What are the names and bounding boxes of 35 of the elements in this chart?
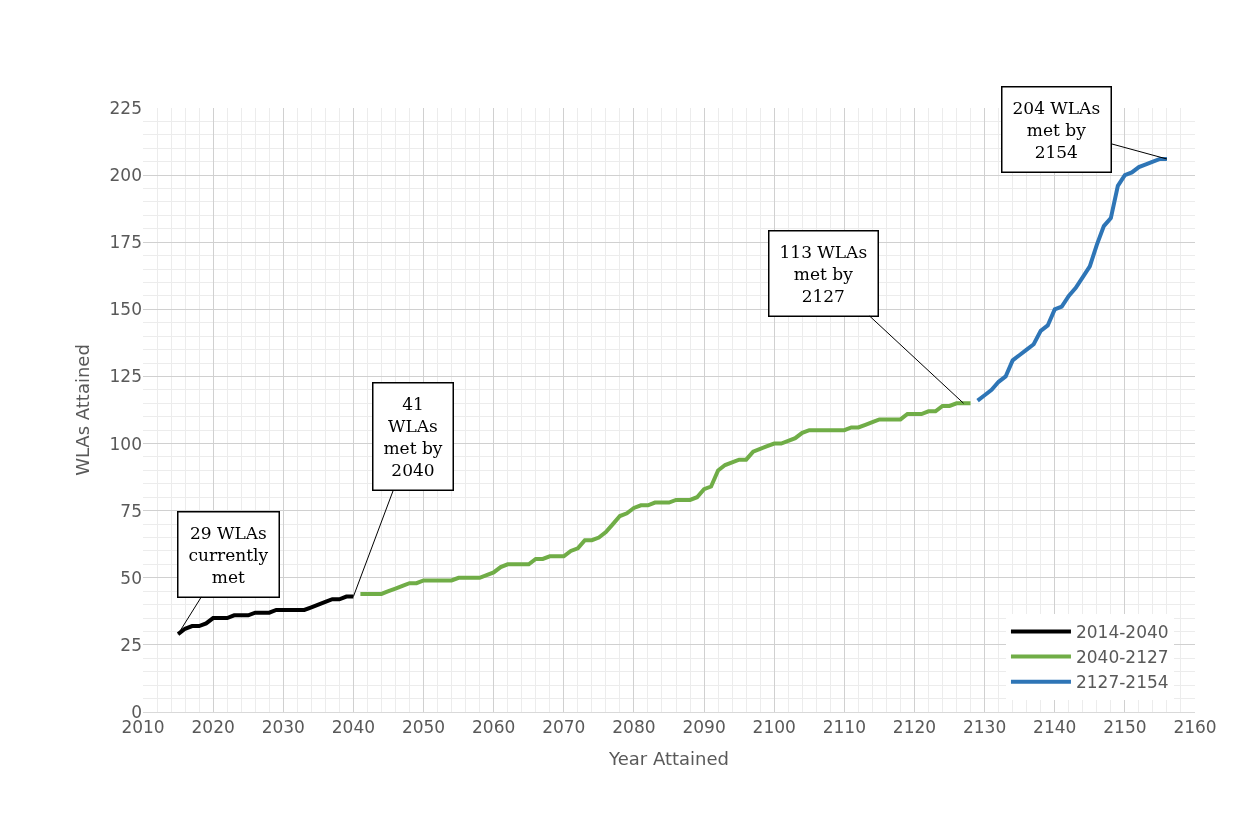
y-tick-label: 125 bbox=[109, 366, 142, 387]
x-axis-title: Year Attained bbox=[608, 747, 729, 769]
y-tick-label: 225 bbox=[109, 97, 142, 118]
x-tick-label: 2070 bbox=[542, 717, 586, 738]
x-tick-label: 2080 bbox=[612, 717, 656, 738]
x-tick-label: 2030 bbox=[261, 717, 305, 738]
annotation: 204 WLAs met by 2154 bbox=[1012, 97, 1101, 162]
annotation: 113 WLAs met by 2127 bbox=[779, 241, 868, 306]
x-tick-label: 2020 bbox=[191, 717, 235, 738]
x-tick-label: 2100 bbox=[752, 717, 796, 738]
annotation: 41 WLAs met by 2040 bbox=[383, 393, 443, 480]
y-tick-label: 150 bbox=[109, 299, 142, 320]
x-tick-label: 2110 bbox=[822, 717, 866, 738]
x-tick-label: 2140 bbox=[1033, 717, 1077, 738]
y-tick-label: 50 bbox=[120, 567, 142, 588]
x-tick-label: 2040 bbox=[331, 717, 376, 738]
y-tick-label: 175 bbox=[109, 232, 142, 253]
x-tick-label: 2130 bbox=[962, 717, 1007, 738]
x-tick-label: 2090 bbox=[682, 717, 726, 738]
y-tick-label: 25 bbox=[120, 634, 142, 655]
line-series bbox=[975, 157, 1169, 403]
x-tick-label: 2160 bbox=[1173, 717, 1217, 738]
x-tick-label: 2010 bbox=[121, 717, 165, 738]
y-tick-label: 200 bbox=[109, 165, 142, 186]
y-axis-title: WLAs Attained bbox=[71, 344, 93, 476]
x-tick-label: 2120 bbox=[892, 717, 937, 738]
x-tick-label: 2060 bbox=[472, 717, 516, 738]
annotation: 29 WLAs currently met bbox=[188, 522, 269, 587]
y-tick-label: 100 bbox=[109, 433, 142, 454]
legend-label: 2127-2154 bbox=[1075, 672, 1169, 693]
x-tick-label: 2150 bbox=[1103, 717, 1147, 738]
x-tick-label: 2050 bbox=[401, 717, 446, 738]
legend-label: 2040-2127 bbox=[1075, 647, 1169, 668]
y-tick-label: 75 bbox=[120, 500, 142, 521]
legend-label: 2014-2040 bbox=[1075, 622, 1169, 643]
